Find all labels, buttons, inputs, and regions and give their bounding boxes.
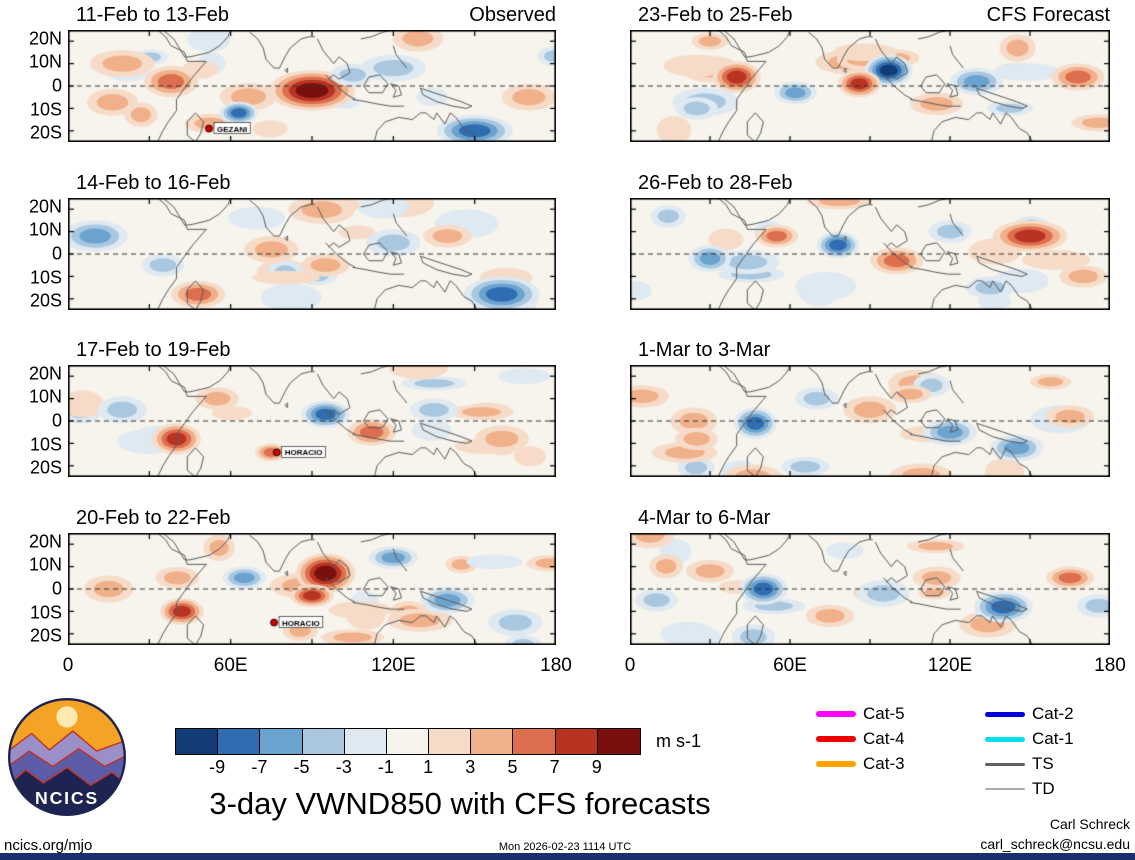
- footer-timestamp: Mon 2026-02-23 1114 UTC: [498, 841, 632, 853]
- credit-name: Carl Schreck: [1049, 816, 1130, 832]
- legend-line-cat-5: [816, 711, 856, 717]
- colorbar-tick-label: -5: [293, 757, 310, 777]
- colorbar-segment: [302, 729, 345, 754]
- category-legend: Cat-5 Cat-4 Cat-3 Cat-2 Cat-1 TS TD: [800, 700, 1130, 810]
- panel-title: 14-Feb to 16-Feb: [76, 172, 231, 194]
- y-tick-label: 10S: [29, 99, 62, 120]
- x-tick-label: 120E: [371, 655, 416, 676]
- colorbar-tick-label: -7: [251, 757, 268, 777]
- colorbar-segment: [260, 729, 303, 754]
- map-canvas-2: [630, 30, 1110, 142]
- figure-title: 3-day VWND850 with CFS forecasts: [209, 786, 711, 821]
- legend-label: Cat-2: [1032, 704, 1074, 723]
- colorbar-segment: [344, 729, 387, 754]
- legend-line-cat-3: [816, 761, 856, 767]
- colorbar-segment: [429, 729, 472, 754]
- map-canvas-4: [630, 198, 1110, 310]
- legend-line-ts: [985, 762, 1025, 766]
- legend-label: TD: [1032, 779, 1055, 798]
- y-tick-label: 10S: [29, 267, 62, 288]
- x-tick-label: 180: [540, 655, 572, 676]
- logo-text: NCICS: [35, 788, 99, 808]
- colorbar-tick-label: -9: [209, 757, 226, 777]
- colorbar-tick-labels: -9 -7 -5 -3 -1 1 3 5 7 9: [175, 757, 639, 777]
- y-tick-label: 20S: [29, 290, 62, 311]
- footer-url: ncics.org/mjo: [4, 837, 93, 854]
- panel-title: 17-Feb to 19-Feb: [76, 339, 231, 361]
- panel-title: 23-Feb to 25-Feb: [638, 4, 793, 26]
- colorbar-units: m s-1: [656, 731, 701, 751]
- y-tick-label: 20N: [28, 531, 62, 552]
- map-canvas-8: [630, 533, 1110, 645]
- colorbar-segment: [218, 729, 261, 754]
- x-tick-label: 60E: [773, 655, 807, 676]
- colorbar-segment: [555, 729, 598, 754]
- colorbar-segment: [471, 729, 514, 754]
- colorbar-segment: [513, 729, 556, 754]
- legend-label: Cat-5: [863, 704, 905, 723]
- panel-title: 26-Feb to 28-Feb: [638, 172, 793, 194]
- x-tick-label: 60E: [213, 655, 248, 676]
- map-canvas-7: [68, 533, 556, 645]
- y-tick-label: 10N: [28, 219, 62, 240]
- y-tick-label: 0: [51, 243, 62, 264]
- colorbar-segment: [386, 729, 430, 754]
- legend-label: TS: [1032, 754, 1054, 773]
- panel-title: 20-Feb to 22-Feb: [76, 507, 231, 529]
- y-tick-label: 20S: [29, 457, 62, 478]
- legend-label: Cat-1: [1032, 729, 1074, 748]
- y-tick-label: 20N: [28, 196, 62, 217]
- bottom-bar: [0, 853, 1135, 860]
- y-tick-label: 20N: [28, 28, 62, 49]
- y-tick-label: 10N: [28, 386, 62, 407]
- colorbar: [175, 728, 641, 755]
- y-tick-label: 10S: [29, 434, 62, 455]
- panel-corner-label: Observed: [469, 4, 556, 26]
- colorbar-tick-label: 1: [423, 757, 434, 777]
- legend-line-td: [985, 788, 1025, 790]
- x-tick-label: 120E: [927, 655, 973, 676]
- colorbar-tick-label: -3: [335, 757, 352, 777]
- credit-email: carl_schreck@ncsu.edu: [980, 836, 1130, 852]
- map-panel-grid: 11-Feb to 13-Feb Observed 20N 10N 0 10S 20S 23-…: [28, 4, 1126, 676]
- colorbar-segment: [176, 729, 219, 754]
- map-canvas-5: [68, 365, 556, 477]
- legend-line-cat-1: [985, 736, 1025, 742]
- map-canvas-1: [68, 30, 556, 142]
- legend-line-cat-4: [816, 736, 856, 742]
- y-tick-label: 10N: [28, 554, 62, 575]
- colorbar-tick-label: -1: [377, 757, 394, 777]
- panel-title: 4-Mar to 6-Mar: [638, 507, 771, 529]
- y-tick-label: 10N: [28, 51, 62, 72]
- y-tick-label: 0: [51, 410, 62, 431]
- ncics-logo: NCICS: [8, 698, 126, 816]
- legend-label: Cat-4: [863, 729, 905, 748]
- panel-title: 11-Feb to 13-Feb: [76, 4, 230, 26]
- map-canvas-3: [68, 198, 556, 310]
- colorbar-segment: [597, 729, 640, 754]
- legend-label: Cat-3: [863, 754, 905, 773]
- y-tick-label: 0: [51, 578, 62, 599]
- colorbar-tick-label: 9: [591, 757, 602, 777]
- map-canvas-6: [630, 365, 1110, 477]
- y-tick-label: 20S: [29, 625, 62, 646]
- y-tick-label: 10S: [29, 602, 62, 623]
- x-tick-label: 180: [1094, 655, 1126, 676]
- legend-line-cat-2: [985, 711, 1025, 717]
- y-tick-label: 0: [51, 75, 62, 96]
- colorbar-tick-label: 5: [507, 757, 518, 777]
- x-tick-label: 0: [62, 655, 74, 676]
- colorbar-tick-label: 7: [549, 757, 560, 777]
- y-tick-label: 20S: [29, 122, 62, 143]
- x-tick-label: 0: [624, 655, 636, 676]
- colorbar-tick-label: 3: [465, 757, 476, 777]
- panel-corner-label: CFS Forecast: [986, 4, 1110, 26]
- panel-title: 1-Mar to 3-Mar: [638, 339, 771, 361]
- y-tick-label: 20N: [28, 363, 62, 384]
